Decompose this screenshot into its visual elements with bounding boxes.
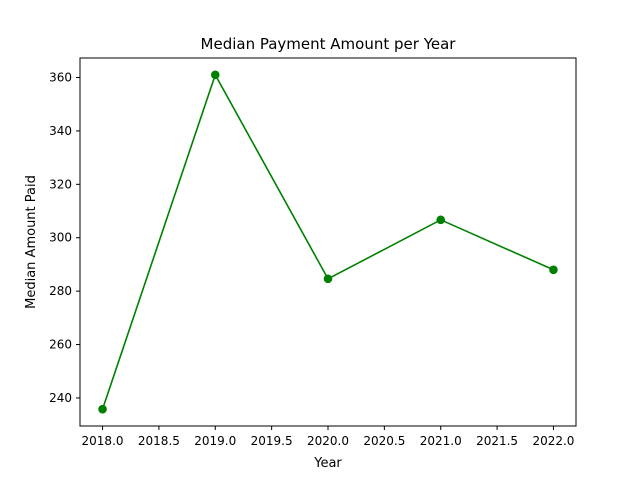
- data-point: [323, 274, 333, 284]
- x-axis-label: Year: [313, 456, 342, 471]
- data-point: [436, 215, 446, 225]
- x-tick-label: 2018.5: [138, 434, 180, 448]
- y-tick-label: 260: [49, 338, 72, 352]
- x-axis: 2018.0 2018.5 2019.0 2019.5 2020.0 2020.5 2021…: [82, 426, 574, 448]
- y-axis-label: Median Amount Paid: [24, 175, 39, 309]
- chart-title: Median Payment Amount per Year: [201, 35, 457, 53]
- y-tick-label: 300: [49, 231, 72, 245]
- y-tick-label: 240: [49, 391, 72, 405]
- x-tick-label: 2019.0: [194, 434, 236, 448]
- x-tick-label: 2020.5: [363, 434, 405, 448]
- series-group: [98, 70, 558, 414]
- y-tick-label: 340: [49, 124, 72, 138]
- x-tick-label: 2018.0: [82, 434, 124, 448]
- y-tick-label: 360: [49, 70, 72, 84]
- x-tick-label: 2021.0: [420, 434, 462, 448]
- y-tick-label: 320: [49, 177, 72, 191]
- data-point: [549, 265, 558, 275]
- data-point: [210, 70, 220, 80]
- x-tick-label: 2019.5: [251, 434, 293, 448]
- x-tick-label: 2021.5: [476, 434, 518, 448]
- y-axis: 240 260 280 300 320 340 360: [49, 70, 80, 405]
- x-tick-label: 2022.0: [532, 434, 574, 448]
- x-tick-label: 2020.0: [307, 434, 349, 448]
- data-point: [98, 404, 107, 414]
- y-tick-label: 280: [49, 284, 72, 298]
